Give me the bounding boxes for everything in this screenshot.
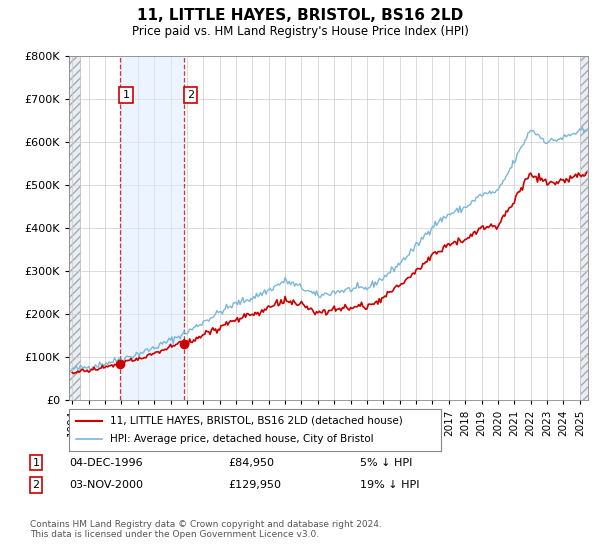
Text: £84,950: £84,950 — [228, 458, 274, 468]
Text: £129,950: £129,950 — [228, 480, 281, 490]
Text: Contains HM Land Registry data © Crown copyright and database right 2024.
This d: Contains HM Land Registry data © Crown c… — [30, 520, 382, 539]
Text: 2: 2 — [187, 90, 194, 100]
Text: HPI: Average price, detached house, City of Bristol: HPI: Average price, detached house, City… — [110, 434, 374, 444]
Point — [115, 360, 125, 368]
Bar — [580, 56, 588, 400]
Text: 03-NOV-2000: 03-NOV-2000 — [69, 480, 143, 490]
Bar — [69, 56, 80, 400]
Point — [179, 340, 189, 349]
Text: 19% ↓ HPI: 19% ↓ HPI — [360, 480, 419, 490]
Bar — [120, 56, 184, 400]
Text: 1: 1 — [32, 458, 40, 468]
Text: 2: 2 — [32, 480, 40, 490]
Text: 5% ↓ HPI: 5% ↓ HPI — [360, 458, 412, 468]
Text: 11, LITTLE HAYES, BRISTOL, BS16 2LD (detached house): 11, LITTLE HAYES, BRISTOL, BS16 2LD (det… — [110, 416, 403, 426]
Text: Price paid vs. HM Land Registry's House Price Index (HPI): Price paid vs. HM Land Registry's House … — [131, 25, 469, 38]
Text: 04-DEC-1996: 04-DEC-1996 — [69, 458, 143, 468]
Text: 11, LITTLE HAYES, BRISTOL, BS16 2LD: 11, LITTLE HAYES, BRISTOL, BS16 2LD — [137, 8, 463, 24]
Text: 1: 1 — [122, 90, 130, 100]
